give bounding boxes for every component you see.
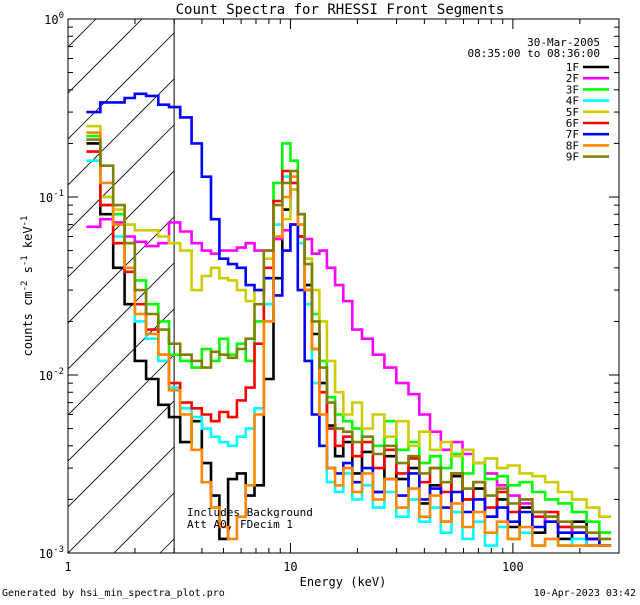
axis-ticks <box>67 18 620 554</box>
y-tick-base: 10 <box>39 191 53 205</box>
legend-label-9F: 9F <box>566 151 579 164</box>
y-axis-label: counts cm-2 s-1 keV-1 <box>20 216 35 357</box>
legend-label-6F: 6F <box>566 117 579 130</box>
y-label-part: keV <box>21 226 35 255</box>
date-label: 30-Mar-2005 <box>527 36 600 49</box>
annotation-background: Includes Background <box>187 506 313 519</box>
legend-label-8F: 8F <box>566 139 579 152</box>
y-tick-exponent: -2 <box>53 367 64 377</box>
y-tick-base: 10 <box>44 13 58 27</box>
y-label-part: counts cm <box>21 291 35 356</box>
y-label-exp: -1 <box>20 255 30 266</box>
y-label-exp: -2 <box>20 281 30 292</box>
y-tick-exponent: 0 <box>59 11 64 21</box>
legend-label-7F: 7F <box>566 128 579 141</box>
y-tick-label: 10-1 <box>39 189 64 205</box>
x-tick-labels: 1 10 100 <box>64 560 523 574</box>
y-tick-label: 100 <box>44 11 64 27</box>
y-tick-base: 10 <box>39 547 53 561</box>
legend-label-4F: 4F <box>566 95 579 108</box>
y-tick-label: 10-2 <box>39 367 64 383</box>
x-tick-label: 1 <box>64 560 71 574</box>
footer-timestamp: 10-Apr-2023 03:42 <box>534 588 636 599</box>
attenuated-region-hatch <box>68 19 619 553</box>
chart-title: Count Spectra for RHESSI Front Segments <box>176 2 505 18</box>
series-line-8F <box>86 131 612 547</box>
y-tick-label: 10-3 <box>39 545 64 561</box>
legend-label-2F: 2F <box>566 72 579 85</box>
y-tick-base: 10 <box>39 369 53 383</box>
x-axis-label: Energy (keV) <box>300 575 387 589</box>
series-line-2F <box>86 217 612 547</box>
y-tick-exponent: -3 <box>53 545 64 555</box>
hatch-line <box>68 19 235 186</box>
y-tick-exponent: -1 <box>53 189 64 199</box>
footer-generated-by: Generated by hsi_min_spectra_plot.pro <box>2 588 225 599</box>
legend-label-5F: 5F <box>566 106 579 119</box>
legend-label-3F: 3F <box>566 83 579 96</box>
legend-label-1F: 1F <box>566 61 579 74</box>
hatch-line <box>68 19 97 48</box>
x-tick-label: 100 <box>502 560 524 574</box>
annotation-attenuator: Att A0, FDecim 1 <box>187 518 293 531</box>
x-tick-label: 10 <box>283 560 297 574</box>
plot-frame <box>67 18 620 554</box>
series-line-5F <box>86 124 612 518</box>
time-range-label: 08:35:00 to 08:36:00 <box>468 47 600 60</box>
y-label-exp: -1 <box>20 216 30 227</box>
series-lines <box>86 92 612 547</box>
series-line-9F <box>86 138 612 541</box>
y-label-part: s <box>21 266 35 280</box>
